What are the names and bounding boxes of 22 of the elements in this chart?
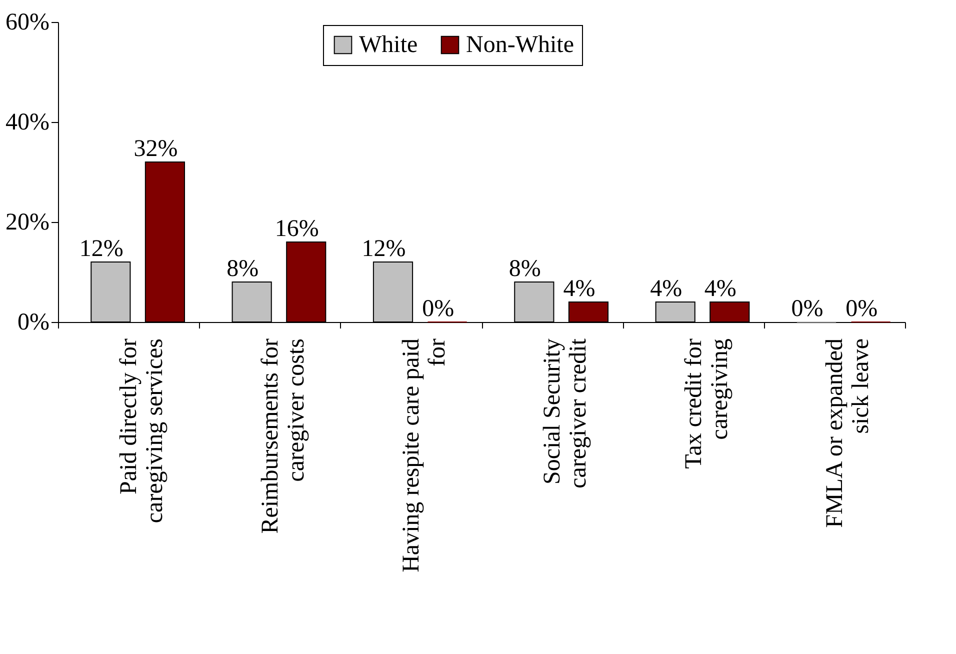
legend-label: Non-White [466, 32, 574, 58]
data-label: 16% [274, 216, 319, 242]
data-label: 4% [650, 276, 682, 302]
data-label: 0% [422, 296, 454, 322]
data-label: 0% [791, 296, 824, 322]
x-tick-label: FMLA or expanded sick leave [822, 338, 874, 528]
data-label: 12% [79, 236, 124, 262]
legend-label: White [359, 32, 418, 58]
data-label: 4% [563, 276, 596, 302]
data-label: 32% [134, 136, 178, 162]
data-label: 8% [226, 256, 259, 282]
x-tick-label: Tax credit for caregiving [680, 338, 733, 469]
y-tick-label: 0% [18, 310, 50, 336]
data-label: 0% [846, 296, 878, 322]
y-tick-label: 20% [6, 210, 50, 236]
data-label: 12% [362, 236, 406, 262]
y-tick-label: 60% [6, 10, 50, 36]
y-tick-label: 40% [6, 110, 50, 136]
x-tick-label: Having respite care paid for [398, 338, 450, 572]
data-label: 8% [508, 256, 541, 282]
data-label: 4% [704, 276, 736, 302]
x-tick-label: Paid directly for caregiving services [116, 338, 168, 524]
